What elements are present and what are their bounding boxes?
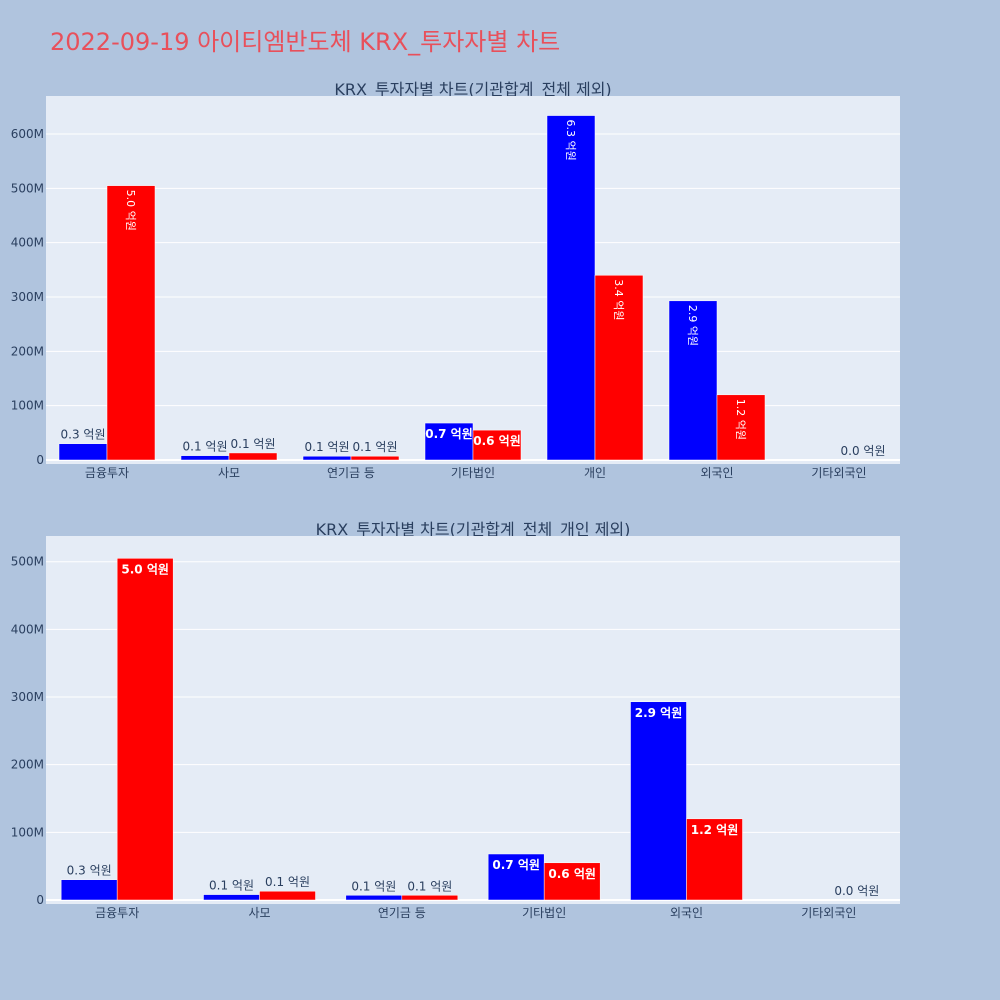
chart-1-y-tick-label: 400M: [11, 236, 44, 250]
chart-1-bar-label: 1.2 억원: [734, 399, 747, 440]
chart-2-plot-area: [46, 536, 900, 904]
chart-1-bar-labels: 0.3 억원0.1 억원 0.1 억원0.7 억원6.3 억원2.9 억원5.0 …: [61, 120, 886, 458]
chart-1-bar: [668, 300, 718, 461]
chart-1-bar: [472, 429, 522, 461]
chart-1-bar-label: 0.1 억원: [231, 437, 276, 451]
chart-2-title: KRX_투자자별 차트(기관합계_전체_개인 제외): [316, 520, 631, 540]
chart-1-x-tick-label: 기타외국인: [811, 466, 866, 480]
chart-1-bar: [594, 275, 644, 461]
chart-1-x-tick-label: 금융투자: [85, 466, 129, 480]
chart-1-title: KRX_투자자별 차트(기관합계_전체 제외): [334, 80, 611, 100]
chart-2-bar: [60, 879, 118, 901]
chart-1-bar: [350, 455, 400, 461]
chart-2-x-tick-label: 기타외국인: [801, 906, 856, 920]
chart-2-bar: [401, 895, 459, 901]
chart-2-bar-label: 2.9 억원: [635, 706, 683, 720]
chart-2-y-axis: 0 100M 200M 300M 400M 500M: [11, 555, 44, 907]
chart-1-bar-label: 3.4 억원: [612, 279, 625, 320]
chart-2-bar-label: 0.6 억원: [548, 867, 596, 881]
page-title: 2022-09-19 아이티엠반도체 KRX_투자자별 차트: [50, 28, 561, 56]
chart-2-y-tick-label: 100M: [11, 825, 44, 839]
chart-1-bar-label: 2.9 억원: [686, 305, 699, 346]
chart-2-bar: [259, 890, 316, 901]
chart-2-bar-label: 0.1 억원: [209, 879, 254, 893]
chart-1-x-tick-label: 사모: [218, 466, 240, 480]
chart-2-bar: [630, 701, 687, 901]
chart-1-x-axis: 금융투자 사모 연기금 등 기타법인 개인 외국인 기타외국인: [85, 466, 867, 480]
chart-2-bar: [345, 895, 403, 901]
chart-1-x-tick-label: 개인: [584, 466, 606, 480]
chart-2-bar-label: 0.1 억원: [351, 879, 396, 893]
chart-1-x-tick-label: 연기금 등: [327, 466, 375, 480]
chart-2-bar: [487, 853, 545, 901]
chart-1-bar-label: 0.1 억원: [183, 440, 228, 454]
chart-1-bar-label: 0.3 억원: [61, 428, 106, 442]
chart-2-x-axis: 금융투자 사모 연기금 등 기타법인 외국인 기타외국인: [95, 906, 856, 920]
chart-1-y-tick-label: 300M: [11, 290, 44, 304]
chart-2-y-tick-label: 500M: [11, 555, 44, 569]
chart-2-bar: [543, 862, 601, 901]
chart-1-y-axis: 0 100M 200M 300M 400M 500M 600M: [11, 127, 44, 467]
chart-2-x-tick-label: 금융투자: [95, 906, 139, 920]
chart-1-bar-label: 0.7 억원: [425, 427, 473, 441]
chart-2-y-tick-label: 200M: [11, 758, 44, 772]
chart-2-x-tick-label: 기타법인: [522, 906, 566, 920]
chart-2-y-tick-label: 400M: [11, 622, 44, 636]
chart-2-y-tick-label: 300M: [11, 690, 44, 704]
chart-2-grid: [46, 561, 900, 901]
chart-2-bar-labels: 0.3 억원 0.1 억원 0.1 억원 0.7 억원 2.9 억원 5.0 억원 0.1 …: [67, 562, 880, 898]
chart-1-bars: [58, 115, 766, 461]
chart-1-bar-label: 6.3 억원: [564, 120, 577, 161]
chart-1-x-tick-label: 외국인: [700, 466, 733, 480]
chart-1-y-tick-label: 600M: [11, 127, 44, 141]
chart-2-bar: [116, 558, 174, 901]
chart-1-y-tick-label: 0: [36, 453, 44, 467]
chart-2-bar-label: 0.0 억원: [834, 884, 879, 898]
chart-2-bar-label: 5.0 억원: [121, 562, 169, 576]
chart-1-bar-label: 0.1 억원: [353, 440, 398, 454]
chart-1-bar: [106, 185, 156, 461]
chart-1-bar: [228, 452, 278, 461]
chart-2-bar-label: 0.3 억원: [67, 864, 112, 878]
chart-2-bars: [60, 558, 743, 901]
chart-2-x-tick-label: 사모: [248, 906, 270, 920]
chart-2-x-tick-label: 연기금 등: [378, 906, 426, 920]
chart-1-bar-label: 5.0 억원: [124, 190, 137, 231]
chart-2-bar: [203, 894, 260, 901]
chart-1-bar-label: 0.1 억원: [305, 440, 350, 454]
chart-1-bar-label: 0.6 억원: [473, 434, 521, 448]
chart-2-bar-label: 1.2 억원: [691, 823, 739, 837]
chart-1-y-tick-label: 200M: [11, 344, 44, 358]
chart-2-bar-label: 0.1 억원: [407, 879, 452, 893]
chart-2-bar-label: 0.1 억원: [265, 875, 310, 889]
chart-1-y-tick-label: 500M: [11, 181, 44, 195]
chart-1-y-tick-label: 100M: [11, 399, 44, 413]
chart-1-x-tick-label: 기타법인: [451, 466, 495, 480]
chart-2-y-tick-label: 0: [36, 893, 44, 907]
chart-2-bar: [686, 818, 743, 901]
chart-1-bar: [716, 394, 766, 461]
chart-2-x-tick-label: 외국인: [670, 906, 703, 920]
chart-2-bar-label: 0.7 억원: [492, 858, 540, 872]
chart-1-bar-label: 0.0 억원: [841, 444, 886, 458]
